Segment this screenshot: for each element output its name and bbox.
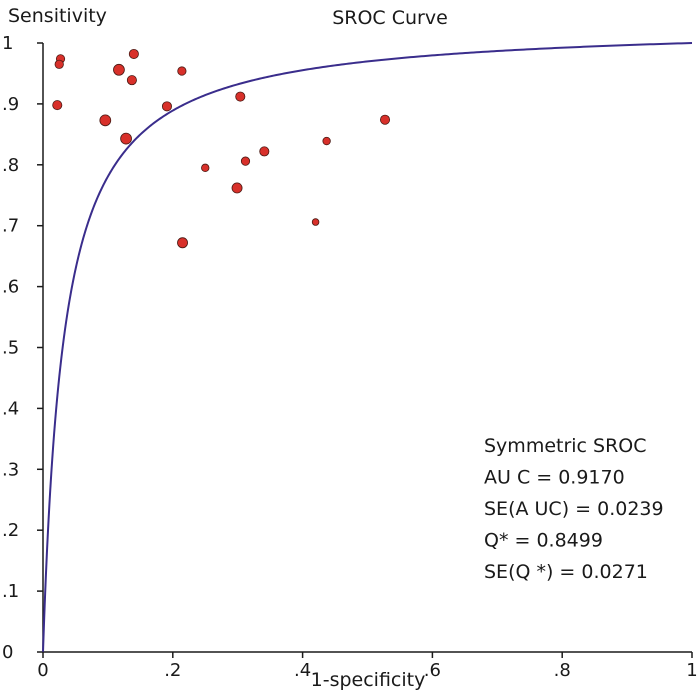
x-tick-label: .4: [294, 660, 311, 681]
x-tick-label: .6: [424, 660, 441, 681]
statistic-line: SE(Q *) = 0.0271: [484, 561, 648, 583]
x-tick-label: 0: [37, 660, 48, 681]
data-point: [235, 91, 246, 102]
data-point: [128, 48, 139, 59]
y-tick-label: 1: [2, 33, 13, 54]
sroc-curve-line: [42, 42, 693, 652]
data-point: [177, 237, 188, 249]
statistic-line: SE(A UC) = 0.0239: [484, 498, 664, 520]
data-point: [322, 136, 331, 146]
y-tick-label: .3: [2, 459, 19, 480]
y-tick-label: .2: [2, 520, 19, 541]
data-point: [311, 218, 320, 226]
y-ticks: 0 .1 .2 .3 .4 .5 .6 .7 .8 .9 1: [2, 33, 43, 663]
data-point: [240, 156, 251, 166]
y-tick-label: .4: [2, 398, 19, 419]
x-axis-label: 1-specificity: [311, 669, 426, 691]
data-points: [52, 48, 391, 249]
statistic-line: Q* = 0.8499: [484, 530, 603, 552]
y-tick-label: .7: [2, 216, 19, 237]
x-tick-label: .8: [554, 660, 571, 681]
x-ticks: 0 .2 .4 .6 .8 1: [37, 652, 698, 681]
data-point: [259, 146, 270, 157]
x-tick-label: 1: [686, 660, 697, 681]
data-point: [231, 182, 243, 194]
data-point: [201, 163, 210, 173]
sroc-statistics: Symmetric SROC AU C = 0.9170 SE(A UC) = 0.…: [484, 435, 664, 583]
statistic-line: Symmetric SROC: [484, 435, 647, 457]
y-tick-label: .8: [2, 155, 19, 176]
y-tick-label: .6: [2, 277, 19, 298]
data-point: [52, 100, 63, 111]
y-tick-label: .1: [2, 581, 19, 602]
data-point: [113, 63, 125, 76]
chart-title: SROC Curve: [332, 7, 448, 29]
y-tick-label: 0: [2, 642, 13, 663]
data-point: [120, 132, 132, 145]
data-point: [177, 66, 187, 76]
data-point: [54, 59, 64, 69]
data-point: [161, 101, 172, 112]
statistic-line: AU C = 0.9170: [484, 467, 625, 489]
x-tick-label: .2: [164, 660, 181, 681]
y-tick-label: .5: [2, 338, 19, 359]
data-point: [99, 114, 112, 127]
y-tick-label: .9: [2, 94, 19, 115]
data-point: [126, 75, 137, 86]
y-axis-label: Sensitivity: [8, 5, 107, 27]
data-point: [380, 114, 391, 125]
